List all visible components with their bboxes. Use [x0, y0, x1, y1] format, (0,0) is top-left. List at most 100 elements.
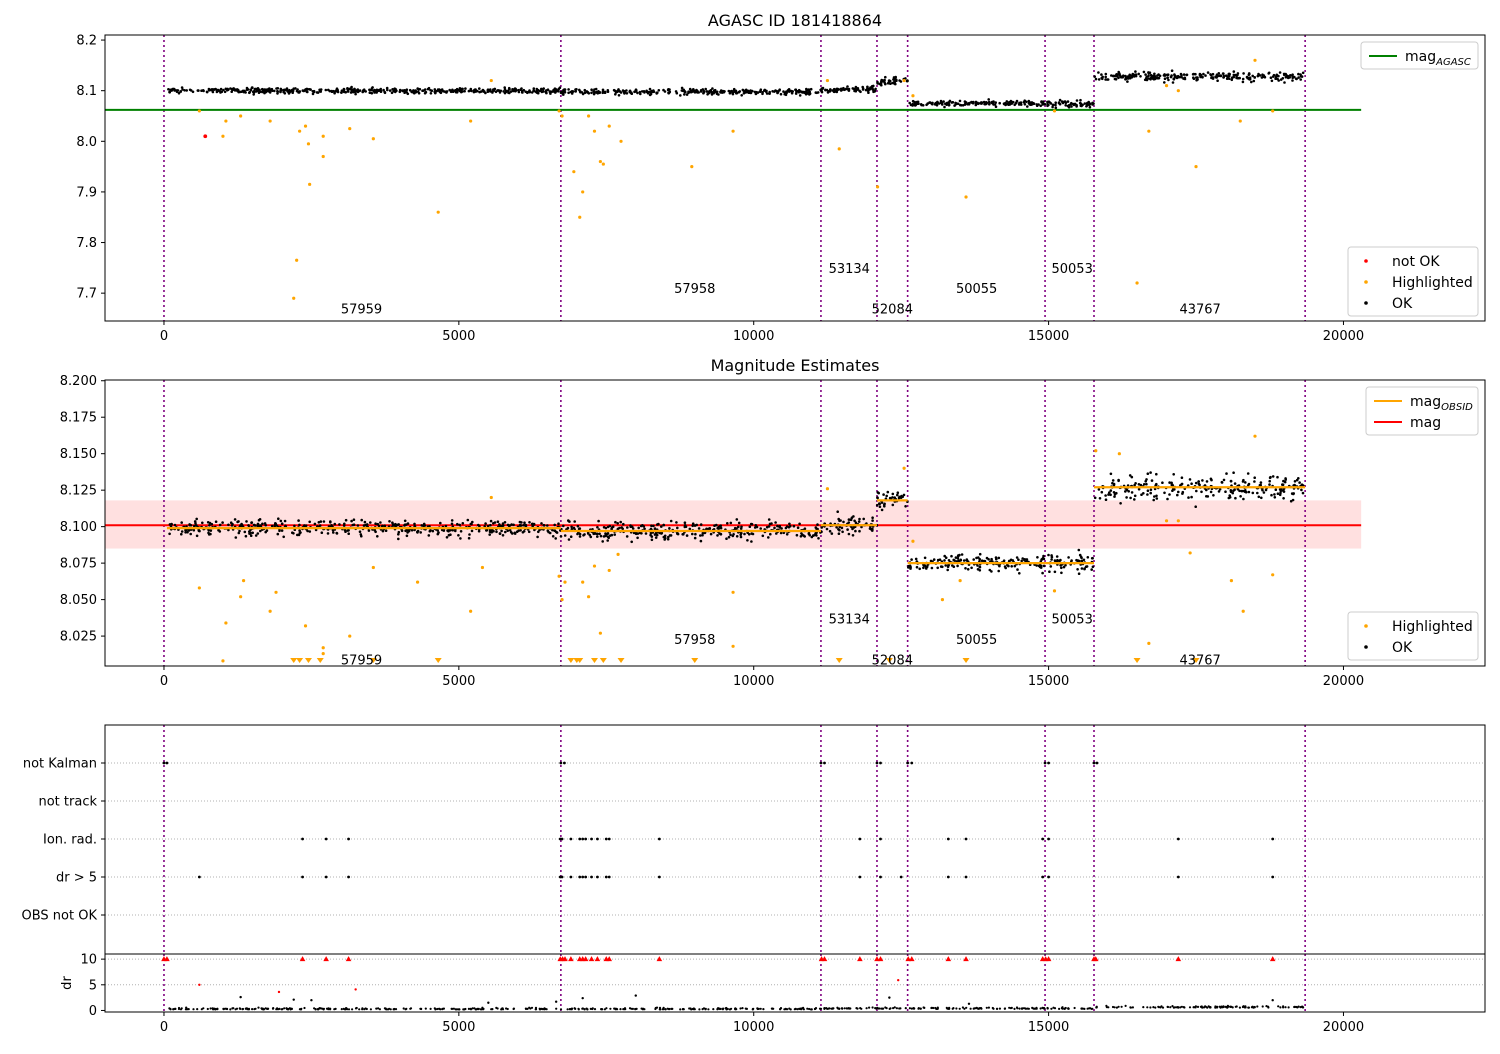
dr-point — [365, 1007, 368, 1011]
ok-point — [785, 533, 789, 536]
ok-point — [929, 559, 933, 563]
ok-point — [427, 534, 431, 537]
ok-point — [727, 535, 731, 539]
ok-point — [816, 527, 819, 531]
ok-point — [583, 88, 587, 92]
highlighted-point — [616, 552, 620, 556]
highlighted-point — [1117, 452, 1121, 456]
ok-point — [1253, 480, 1256, 483]
ok-point — [269, 88, 272, 92]
ok-point — [279, 519, 283, 523]
flag-event — [301, 875, 304, 879]
flag-event — [946, 875, 950, 879]
dr-point — [245, 1007, 248, 1010]
ok-point — [563, 88, 566, 91]
dr-point — [849, 1007, 852, 1010]
ok-point — [610, 533, 614, 537]
ok-point — [370, 91, 374, 95]
ok-point — [1149, 488, 1153, 492]
highlighted-point — [489, 78, 493, 83]
dr-point — [698, 1008, 701, 1011]
ok-point — [335, 532, 339, 535]
dr-outlier-point — [581, 996, 584, 1000]
ok-point — [368, 88, 372, 92]
ok-point — [699, 89, 703, 92]
dr-point — [506, 1007, 509, 1011]
ok-point — [233, 518, 237, 521]
dr-point — [1117, 1005, 1120, 1008]
ok-point — [729, 533, 732, 537]
highlighted-point — [1176, 519, 1180, 523]
ok-point — [592, 532, 595, 536]
ok-point — [346, 89, 350, 93]
off-scale-marker — [316, 658, 324, 663]
x-tick-label: 20000 — [1323, 329, 1364, 344]
highlighted-point — [598, 159, 602, 164]
ok-point — [298, 91, 301, 94]
dr-point — [838, 1007, 841, 1011]
flag-event — [1041, 875, 1045, 879]
ok-point — [649, 531, 653, 535]
dr-point — [300, 1007, 303, 1010]
flag-event — [607, 837, 611, 841]
ok-point — [1279, 491, 1282, 495]
ok-point — [740, 94, 743, 97]
ok-point — [619, 91, 623, 94]
ok-point — [653, 533, 657, 536]
off-scale-marker — [290, 658, 298, 663]
ok-point — [645, 90, 649, 94]
dr-point — [841, 1007, 844, 1010]
flag-event — [584, 837, 588, 841]
dr-point — [871, 1006, 874, 1009]
dr-point — [1063, 1007, 1066, 1010]
ok-point — [922, 566, 925, 570]
ok-point — [298, 523, 301, 527]
dr-point — [369, 1008, 372, 1011]
ok-point — [735, 535, 739, 538]
ok-point — [1007, 103, 1010, 106]
dr-point — [616, 1008, 619, 1011]
dr-point — [1154, 1006, 1157, 1009]
ok-point — [758, 90, 762, 93]
ok-point — [499, 524, 503, 528]
dr-point — [1172, 1006, 1175, 1009]
ok-point — [1118, 72, 1121, 75]
ok-point — [1278, 71, 1282, 74]
ok-point — [1180, 75, 1183, 79]
ok-point — [841, 530, 844, 534]
ok-point — [617, 94, 621, 97]
ok-point — [1196, 76, 1199, 79]
ok-point — [1137, 72, 1140, 76]
ok-point — [1163, 81, 1166, 84]
ok-point — [1025, 100, 1028, 104]
ok-point — [889, 82, 892, 85]
ok-point — [570, 92, 574, 95]
ok-point — [1173, 488, 1176, 491]
ok-points — [168, 471, 1305, 575]
dr-point — [963, 1007, 966, 1010]
highlighted-point — [911, 94, 915, 98]
ok-point — [935, 102, 939, 105]
ok-point — [1270, 493, 1273, 497]
ok-point — [390, 91, 394, 95]
dr-point — [555, 1007, 558, 1010]
ok-point — [1149, 78, 1152, 81]
obsid-mean-lines — [166, 486, 1306, 565]
highlighted-point — [560, 114, 564, 118]
ok-point — [1190, 482, 1193, 486]
ok-point — [1241, 77, 1245, 81]
ok-point — [623, 90, 627, 93]
ok-point — [1110, 74, 1113, 77]
dr-point — [868, 1006, 871, 1009]
ok-point — [1282, 497, 1285, 500]
ok-point — [1046, 104, 1049, 108]
legend-marker-swatch — [1364, 645, 1368, 649]
dr-point — [187, 1008, 190, 1011]
ok-point — [181, 88, 184, 91]
ok-point — [608, 524, 612, 528]
ok-point — [180, 86, 184, 89]
ok-point — [1080, 567, 1084, 570]
dr-point — [1041, 1006, 1044, 1010]
ok-point — [254, 534, 258, 537]
ok-point — [330, 89, 334, 93]
